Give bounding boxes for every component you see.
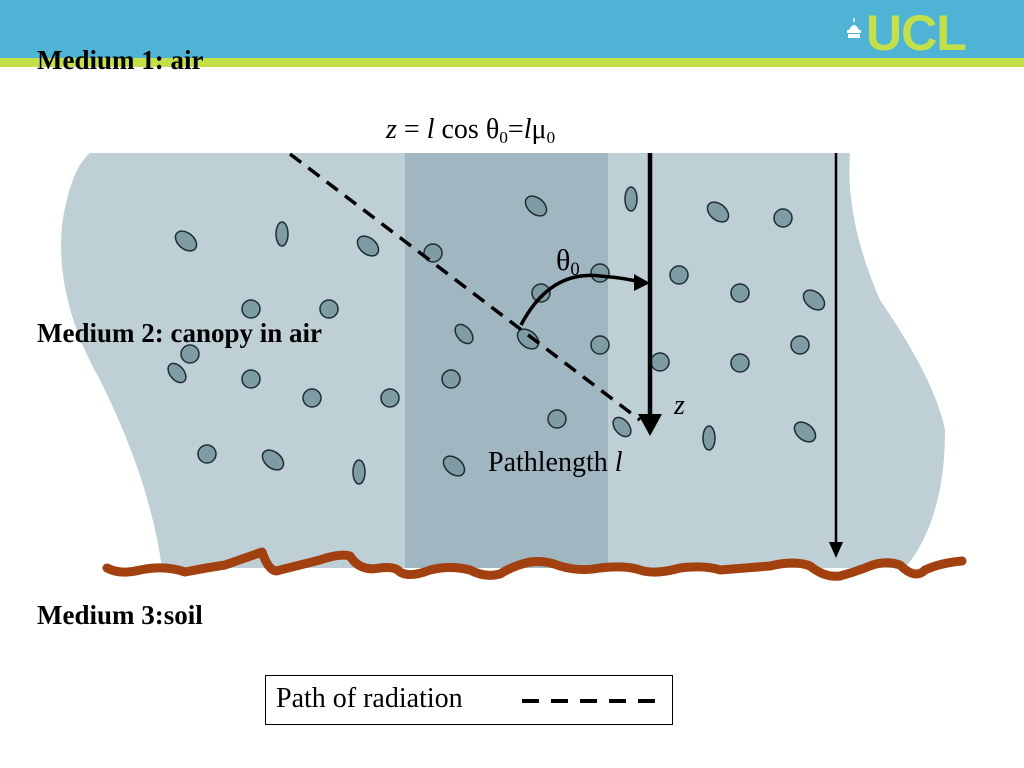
leaf	[380, 388, 400, 408]
leaf	[241, 369, 261, 389]
ucl-logo: UCL	[846, 5, 996, 61]
legend-box: Path of radiation	[265, 675, 673, 725]
leaf	[174, 230, 198, 252]
leaf	[356, 235, 380, 257]
medium-3-label: Medium 3:soil	[37, 600, 203, 630]
leaf	[730, 283, 750, 303]
leaf	[454, 323, 474, 345]
leaf	[650, 352, 670, 372]
leaf	[441, 369, 461, 389]
leaf	[790, 335, 810, 355]
leaf	[352, 459, 366, 485]
angle-arc	[519, 273, 641, 326]
leaf	[702, 425, 716, 451]
leaf	[516, 328, 540, 350]
leaf	[612, 416, 632, 438]
soil-surface	[102, 547, 967, 581]
leaf	[730, 353, 750, 373]
leaf	[590, 263, 610, 283]
depth-arrow-head	[829, 542, 843, 558]
z-arrow-head	[638, 414, 662, 436]
radiation-path	[288, 152, 642, 422]
leaf-group	[167, 186, 826, 485]
leaf	[319, 299, 339, 319]
leaf	[793, 421, 817, 443]
leaf	[442, 455, 466, 477]
leaf	[624, 186, 638, 212]
leaf	[802, 289, 826, 311]
leaf	[547, 409, 567, 429]
leaf	[302, 388, 322, 408]
leaf	[706, 201, 730, 223]
leaf	[261, 449, 285, 471]
leaf	[773, 208, 793, 228]
formula-label: z = l cos θ0=lμ0	[386, 114, 556, 147]
z-axis-label: z	[674, 390, 685, 421]
leaf	[167, 362, 187, 384]
leaf	[590, 335, 610, 355]
leaf	[275, 221, 289, 247]
pathlength-label: Pathlength l	[488, 447, 623, 478]
legend-label: Path of radiation	[276, 683, 463, 714]
beam-column	[405, 153, 608, 568]
legend-dash-sample	[522, 699, 658, 703]
medium-1-label: Medium 1: air	[37, 45, 204, 75]
ucl-dome-icon	[847, 18, 861, 38]
header-stripe	[0, 58, 1024, 67]
leaf	[241, 299, 261, 319]
logo-text: UCL	[866, 5, 967, 61]
leaf	[531, 283, 551, 303]
leaf	[197, 444, 217, 464]
leaf	[669, 265, 689, 285]
leaf	[180, 344, 200, 364]
angle-label: θ0	[556, 244, 580, 281]
angle-arc-head	[634, 274, 650, 291]
medium-2-label: Medium 2: canopy in air	[37, 318, 323, 348]
leaf	[524, 195, 548, 217]
